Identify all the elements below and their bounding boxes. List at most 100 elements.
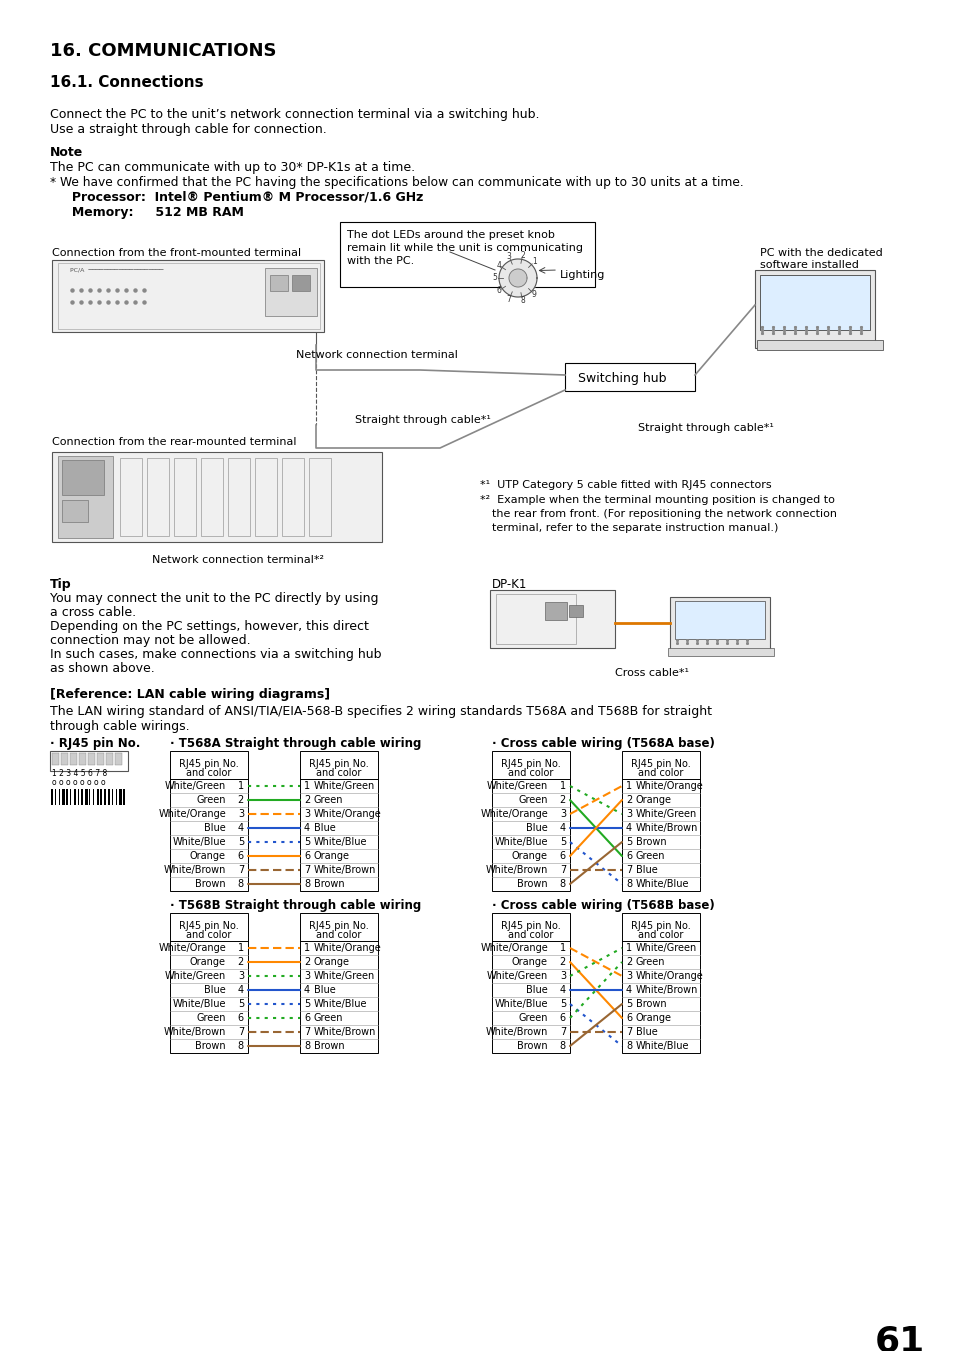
Bar: [115, 789, 117, 805]
Bar: [228, 458, 250, 536]
Text: Green: Green: [196, 1013, 226, 1023]
Text: 8: 8: [519, 296, 524, 305]
Text: 8: 8: [625, 880, 632, 889]
Bar: [54, 789, 56, 805]
Text: 3: 3: [304, 971, 310, 981]
Text: Processor:  Intel® Pentium® M Processor/1.6 GHz: Processor: Intel® Pentium® M Processor/1…: [50, 190, 423, 204]
Text: White/Brown: White/Brown: [164, 865, 226, 875]
Text: 4: 4: [625, 823, 632, 834]
Text: Network connection terminal: Network connection terminal: [295, 350, 457, 359]
Bar: [85, 789, 88, 805]
Bar: [104, 789, 106, 805]
Text: the rear from front. (For repositioning the network connection: the rear from front. (For repositioning …: [492, 509, 836, 519]
Text: RJ45 pin No.: RJ45 pin No.: [309, 759, 369, 769]
Text: Orange: Orange: [314, 957, 350, 967]
Bar: [339, 222, 595, 286]
Bar: [79, 753, 86, 765]
Text: Connection from the front-mounted terminal: Connection from the front-mounted termin…: [52, 249, 301, 258]
Bar: [66, 789, 68, 805]
Text: 5: 5: [492, 273, 497, 282]
Text: · T568A Straight through cable wiring: · T568A Straight through cable wiring: [170, 738, 421, 750]
Text: White/Orange: White/Orange: [636, 971, 703, 981]
Text: and color: and color: [316, 767, 361, 778]
Text: 4: 4: [559, 823, 565, 834]
Text: 2: 2: [304, 957, 310, 967]
Bar: [492, 913, 569, 1052]
Text: and color: and color: [508, 767, 553, 778]
Bar: [115, 753, 122, 765]
Text: Memory:     512 MB RAM: Memory: 512 MB RAM: [50, 205, 244, 219]
Text: White/Brown: White/Brown: [636, 985, 698, 994]
Bar: [112, 789, 113, 805]
Text: 4: 4: [496, 261, 500, 270]
Text: · RJ45 pin No.: · RJ45 pin No.: [50, 738, 140, 750]
Text: 3: 3: [559, 971, 565, 981]
Text: Connection from the rear-mounted terminal: Connection from the rear-mounted termina…: [52, 436, 296, 447]
Text: 8: 8: [304, 1042, 310, 1051]
Text: Orange: Orange: [314, 851, 350, 861]
Text: Tip: Tip: [50, 578, 71, 590]
Bar: [62, 459, 104, 494]
Text: White/Orange: White/Orange: [479, 943, 547, 952]
Text: White/Orange: White/Orange: [479, 809, 547, 819]
Text: 6: 6: [625, 851, 632, 861]
Text: Orange: Orange: [190, 957, 226, 967]
Text: White/Blue: White/Blue: [494, 838, 547, 847]
Bar: [544, 603, 566, 620]
Text: 5: 5: [559, 838, 565, 847]
Bar: [100, 789, 102, 805]
Text: 2: 2: [304, 794, 310, 805]
Text: RJ45 pin No.: RJ45 pin No.: [309, 921, 369, 931]
Text: Blue: Blue: [636, 865, 657, 875]
Text: * We have confirmed that the PC having the specifications below can communicate : * We have confirmed that the PC having t…: [50, 176, 743, 189]
Bar: [58, 457, 112, 538]
Bar: [77, 789, 79, 805]
Text: 3: 3: [625, 971, 632, 981]
Text: White/Brown: White/Brown: [485, 865, 547, 875]
Bar: [73, 789, 76, 805]
Text: 6: 6: [559, 851, 565, 861]
Text: 5: 5: [304, 838, 310, 847]
Text: 6: 6: [304, 1013, 310, 1023]
Text: RJ45 pin No.: RJ45 pin No.: [631, 759, 690, 769]
Bar: [96, 789, 99, 805]
Text: 1: 1: [625, 781, 632, 790]
Text: 8: 8: [237, 1042, 244, 1051]
Text: RJ45 pin No.: RJ45 pin No.: [500, 921, 560, 931]
Text: 6: 6: [559, 1013, 565, 1023]
Text: o o o o o o o o: o o o o o o o o: [52, 778, 106, 788]
Bar: [58, 263, 319, 330]
Text: 1: 1: [237, 781, 244, 790]
Text: White/Green: White/Green: [636, 809, 697, 819]
Text: Note: Note: [50, 146, 83, 159]
Text: 7: 7: [625, 1027, 632, 1038]
Bar: [106, 753, 112, 765]
Text: and color: and color: [186, 929, 232, 940]
Bar: [52, 453, 381, 542]
Text: Brown: Brown: [517, 1042, 547, 1051]
Text: White/Blue: White/Blue: [172, 838, 226, 847]
Text: 5: 5: [237, 838, 244, 847]
Text: White/Orange: White/Orange: [158, 943, 226, 952]
Text: 8: 8: [625, 1042, 632, 1051]
Bar: [61, 753, 68, 765]
Text: Blue: Blue: [526, 985, 547, 994]
Text: *¹  UTP Category 5 cable fitted with RJ45 connectors: *¹ UTP Category 5 cable fitted with RJ45…: [479, 480, 771, 490]
Text: Blue: Blue: [204, 985, 226, 994]
Text: DP-K1: DP-K1: [492, 578, 527, 590]
Text: 7: 7: [506, 295, 511, 304]
Text: 2: 2: [237, 794, 244, 805]
Bar: [70, 753, 77, 765]
Bar: [120, 458, 142, 536]
Text: 1: 1: [559, 781, 565, 790]
Text: White/Brown: White/Brown: [314, 865, 376, 875]
Text: RJ45 pin No.: RJ45 pin No.: [179, 759, 238, 769]
Text: Green: Green: [314, 794, 343, 805]
Bar: [667, 648, 773, 657]
Text: Green: Green: [196, 794, 226, 805]
Text: Orange: Orange: [512, 957, 547, 967]
Text: a cross cable.: a cross cable.: [50, 607, 136, 619]
Polygon shape: [509, 269, 526, 286]
Text: White/Green: White/Green: [486, 781, 547, 790]
Text: terminal, refer to the separate instruction manual.): terminal, refer to the separate instruct…: [492, 523, 778, 534]
